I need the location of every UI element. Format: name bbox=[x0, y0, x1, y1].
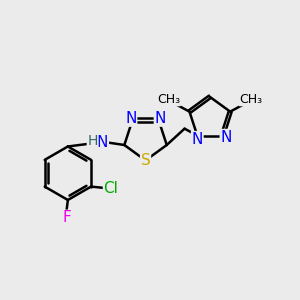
Text: N: N bbox=[220, 130, 232, 145]
Text: Cl: Cl bbox=[103, 181, 118, 196]
Text: F: F bbox=[62, 210, 71, 225]
Text: H: H bbox=[87, 134, 98, 148]
Text: N: N bbox=[125, 111, 136, 126]
Text: CH₃: CH₃ bbox=[157, 93, 180, 106]
Text: CH₃: CH₃ bbox=[239, 93, 262, 106]
Text: S: S bbox=[141, 153, 150, 168]
Text: N: N bbox=[97, 134, 108, 149]
Text: N: N bbox=[192, 132, 203, 147]
Text: N: N bbox=[154, 111, 166, 126]
